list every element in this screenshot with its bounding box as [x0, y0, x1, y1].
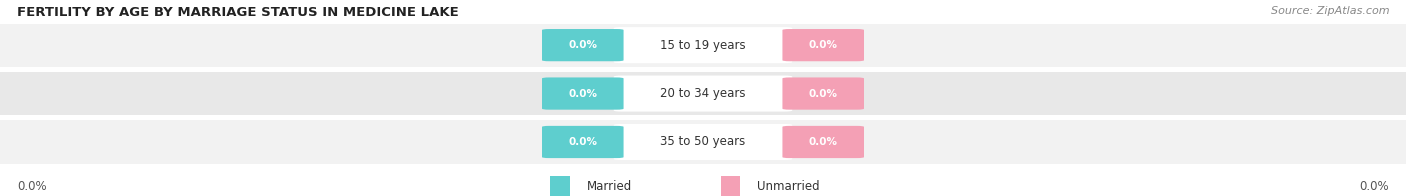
Text: 0.0%: 0.0%: [808, 40, 838, 50]
Text: Source: ZipAtlas.com: Source: ZipAtlas.com: [1271, 6, 1389, 16]
Text: 15 to 19 years: 15 to 19 years: [661, 39, 745, 52]
Text: 35 to 50 years: 35 to 50 years: [661, 135, 745, 149]
FancyBboxPatch shape: [550, 176, 571, 196]
FancyBboxPatch shape: [782, 77, 863, 110]
FancyBboxPatch shape: [543, 77, 624, 110]
FancyBboxPatch shape: [614, 124, 793, 160]
Text: 0.0%: 0.0%: [568, 89, 598, 99]
Text: 20 to 34 years: 20 to 34 years: [661, 87, 745, 100]
Text: Unmarried: Unmarried: [756, 180, 820, 193]
FancyBboxPatch shape: [543, 29, 624, 61]
Text: 0.0%: 0.0%: [1360, 180, 1389, 193]
Text: Married: Married: [588, 180, 633, 193]
Text: 0.0%: 0.0%: [568, 40, 598, 50]
FancyBboxPatch shape: [0, 72, 1406, 115]
Text: FERTILITY BY AGE BY MARRIAGE STATUS IN MEDICINE LAKE: FERTILITY BY AGE BY MARRIAGE STATUS IN M…: [17, 6, 458, 19]
Text: 0.0%: 0.0%: [17, 180, 46, 193]
FancyBboxPatch shape: [614, 27, 793, 63]
FancyBboxPatch shape: [782, 126, 863, 158]
FancyBboxPatch shape: [0, 120, 1406, 164]
FancyBboxPatch shape: [614, 75, 793, 112]
Text: 0.0%: 0.0%: [808, 89, 838, 99]
Text: 0.0%: 0.0%: [808, 137, 838, 147]
FancyBboxPatch shape: [543, 126, 624, 158]
FancyBboxPatch shape: [782, 29, 863, 61]
FancyBboxPatch shape: [720, 176, 740, 196]
FancyBboxPatch shape: [0, 24, 1406, 67]
Text: 0.0%: 0.0%: [568, 137, 598, 147]
